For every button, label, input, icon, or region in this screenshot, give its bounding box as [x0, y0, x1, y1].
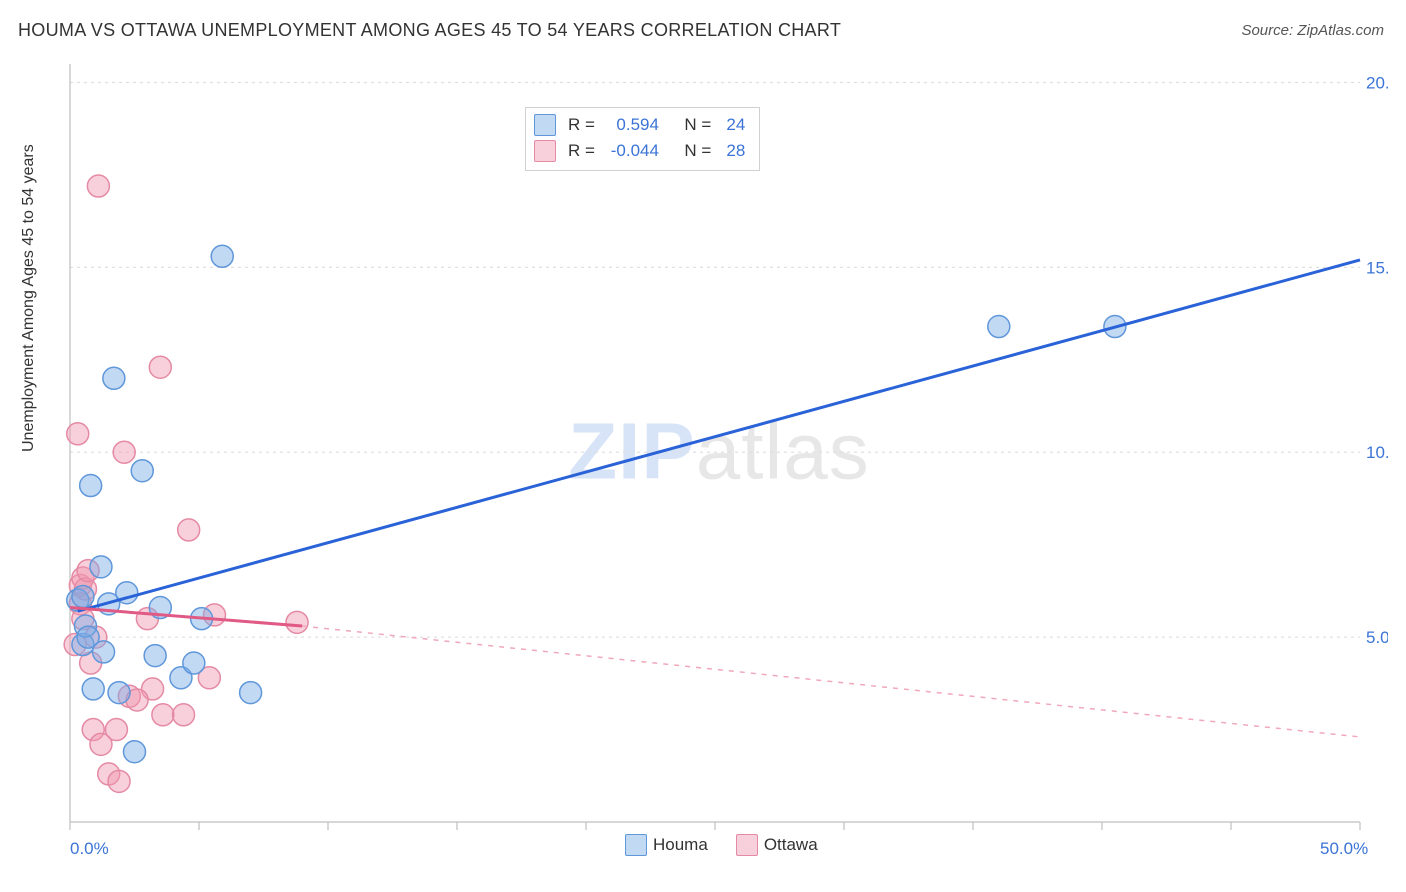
svg-text:5.0%: 5.0% — [1366, 628, 1388, 647]
svg-text:20.0%: 20.0% — [1366, 73, 1388, 92]
n-label: N = — [684, 112, 711, 138]
n-label: N = — [684, 138, 711, 164]
n-value: 28 — [719, 138, 745, 164]
r-label: R = — [568, 138, 595, 164]
stats-box: R = 0.594 N = 24 R = -0.044 N = 28 — [525, 107, 760, 171]
y-axis-label: Unemployment Among Ages 45 to 54 years — [20, 144, 38, 452]
legend-label: Houma — [653, 835, 708, 855]
stats-row: R = 0.594 N = 24 — [534, 112, 745, 138]
svg-text:10.0%: 10.0% — [1366, 443, 1388, 462]
r-value: 0.594 — [603, 112, 659, 138]
legend-item: Ottawa — [736, 834, 818, 856]
svg-text:50.0%: 50.0% — [1320, 839, 1368, 858]
r-value: -0.044 — [603, 138, 659, 164]
legend: Houma Ottawa — [625, 834, 818, 856]
series-swatch — [534, 140, 556, 162]
series-swatch — [625, 834, 647, 856]
source-credit: Source: ZipAtlas.com — [1241, 22, 1384, 39]
n-value: 24 — [719, 112, 745, 138]
svg-text:15.0%: 15.0% — [1366, 258, 1388, 277]
plot-area: Unemployment Among Ages 45 to 54 years Z… — [50, 52, 1388, 860]
stats-row: R = -0.044 N = 28 — [534, 138, 745, 164]
svg-text:0.0%: 0.0% — [70, 839, 109, 858]
chart-title: HOUMA VS OTTAWA UNEMPLOYMENT AMONG AGES … — [18, 20, 841, 41]
scatter-chart: 5.0% 10.0% 15.0% 20.0% 0.0% 50.0% — [50, 52, 1388, 860]
series-swatch — [736, 834, 758, 856]
legend-item: Houma — [625, 834, 708, 856]
series-swatch — [534, 114, 556, 136]
legend-label: Ottawa — [764, 835, 818, 855]
r-label: R = — [568, 112, 595, 138]
